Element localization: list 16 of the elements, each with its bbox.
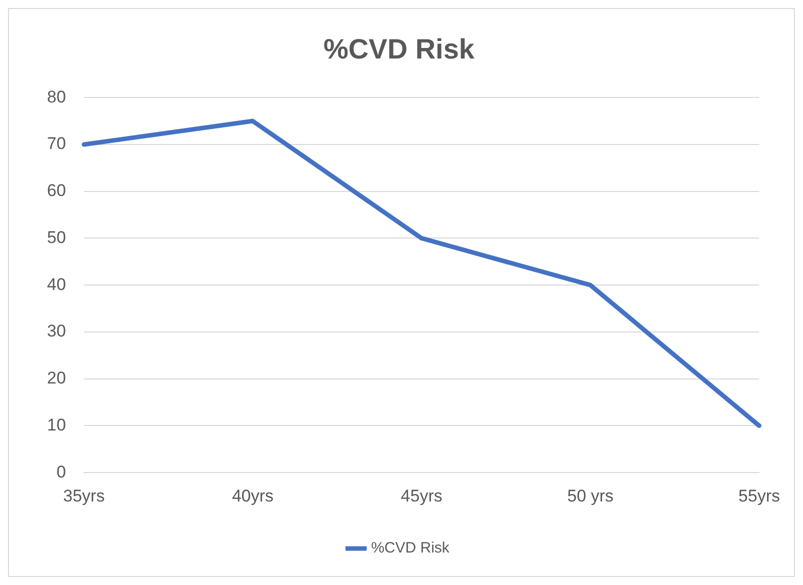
- legend-label: %CVD Risk: [371, 540, 450, 557]
- y-tick-label: 30: [46, 322, 66, 341]
- y-tick-label: 20: [46, 368, 66, 388]
- y-tick-label: 40: [46, 274, 66, 294]
- y-tick-label: 10: [46, 415, 66, 434]
- x-tick-label: 40yrs: [232, 486, 274, 506]
- y-tick-label: 80: [46, 87, 66, 106]
- x-tick-label: 55yrs: [738, 486, 780, 506]
- x-tick-label: 35yrs: [63, 486, 105, 506]
- y-tick-label: 50: [46, 228, 66, 247]
- y-tick-label: 0: [56, 462, 66, 482]
- y-tick-label: 70: [46, 134, 66, 154]
- chart-title: %CVD Risk: [324, 34, 475, 65]
- x-tick-label: 45yrs: [400, 486, 442, 506]
- x-tick-label: 50 yrs: [567, 486, 614, 506]
- y-tick-label: 60: [46, 181, 66, 200]
